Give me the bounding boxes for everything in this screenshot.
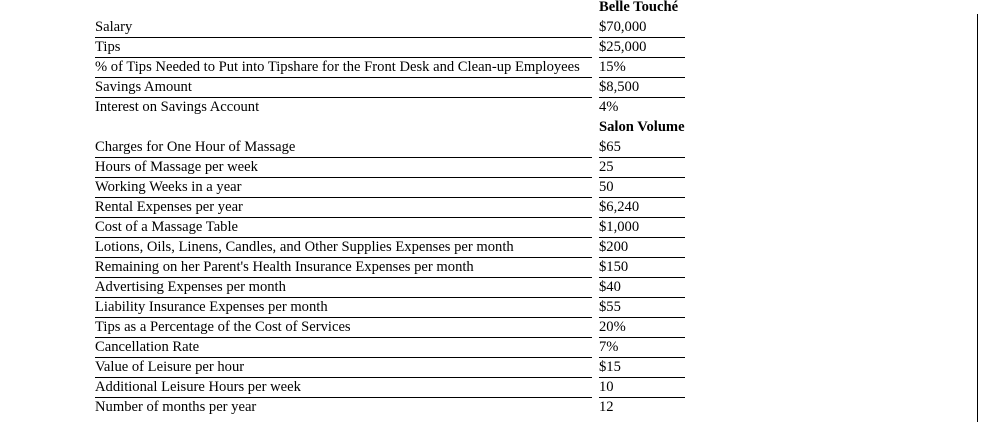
- table-row: % of Tips Needed to Put into Tipshare fo…: [95, 58, 685, 78]
- row-label: Working Weeks in a year: [95, 178, 592, 198]
- table-row: Tips $25,000: [95, 38, 685, 58]
- row-label: Tips: [95, 38, 592, 58]
- section-header-row: Belle Touché: [95, 0, 685, 18]
- row-label: Tips as a Percentage of the Cost of Serv…: [95, 318, 592, 338]
- table-row: Charges for One Hour of Massage $65: [95, 138, 685, 158]
- row-value: $8,500: [599, 78, 685, 98]
- row-label: Number of months per year: [95, 399, 257, 415]
- row-value: $25,000: [599, 38, 685, 58]
- table-row: Working Weeks in a year 50: [95, 178, 685, 198]
- row-value: $40: [599, 278, 685, 298]
- row-label: [95, 0, 592, 18]
- table-row: Cancellation Rate 7%: [95, 338, 685, 358]
- row-label: Cancellation Rate: [95, 338, 592, 358]
- row-value: 12: [599, 399, 614, 415]
- row-value: $65: [599, 138, 685, 158]
- row-label: Hours of Massage per week: [95, 158, 592, 178]
- row-value: $1,000: [599, 218, 685, 238]
- table-row: Hours of Massage per week 25: [95, 158, 685, 178]
- financial-assumptions-table: Belle Touché Salary $70,000 Tips $25,000 % of…: [88, 0, 692, 418]
- table-row: Remaining on her Parent's Health Insuran…: [95, 258, 685, 278]
- page-right-edge-line: [977, 14, 978, 422]
- row-label: Remaining on her Parent's Health Insuran…: [95, 258, 592, 278]
- row-value: 50: [599, 178, 685, 198]
- row-label: Advertising Expenses per month: [95, 278, 592, 298]
- row-label: Value of Leisure per hour: [95, 358, 592, 378]
- row-value: 20%: [599, 318, 685, 338]
- row-label: Additional Leisure Hours per week: [95, 378, 592, 398]
- row-label: Charges for One Hour of Massage: [95, 138, 592, 158]
- row-label: Lotions, Oils, Linens, Candles, and Othe…: [95, 238, 592, 258]
- table-row: Value of Leisure per hour $15: [95, 358, 685, 378]
- row-value: 15%: [599, 58, 685, 78]
- table-row: Cost of a Massage Table $1,000: [95, 218, 685, 238]
- row-label: Interest on Savings Account: [95, 99, 260, 115]
- table-row: Savings Amount $8,500: [95, 78, 685, 98]
- row-value: $200: [599, 238, 685, 258]
- row-value: 4%: [599, 99, 619, 115]
- row-value: $70,000: [599, 18, 685, 38]
- table-row: Liability Insurance Expenses per month $5…: [95, 298, 685, 318]
- row-label: % of Tips Needed to Put into Tipshare fo…: [95, 58, 592, 78]
- row-label: Savings Amount: [95, 78, 592, 98]
- table-row: Interest on Savings Account 4%: [95, 98, 685, 118]
- row-label: Rental Expenses per year: [95, 198, 592, 218]
- row-label: Liability Insurance Expenses per month: [95, 298, 592, 318]
- row-value: $6,240: [599, 198, 685, 218]
- row-label: Salary: [95, 18, 592, 38]
- section-header: Salon Volume: [599, 119, 685, 135]
- table-body: Belle Touché Salary $70,000 Tips $25,000 % of…: [95, 0, 685, 418]
- row-value: 10: [599, 378, 685, 398]
- table-row: Tips as a Percentage of the Cost of Serv…: [95, 318, 685, 338]
- row-value: $55: [599, 298, 685, 318]
- row-label: Cost of a Massage Table: [95, 218, 592, 238]
- section-header-row: Salon Volume: [95, 118, 685, 138]
- row-label: [95, 118, 592, 138]
- row-value: $150: [599, 258, 685, 278]
- table-row: Additional Leisure Hours per week 10: [95, 378, 685, 398]
- row-value: 25: [599, 158, 685, 178]
- row-value: $15: [599, 358, 685, 378]
- section-header: Belle Touché: [599, 0, 679, 15]
- table-row: Lotions, Oils, Linens, Candles, and Othe…: [95, 238, 685, 258]
- table-row: Salary $70,000: [95, 18, 685, 38]
- table-row: Number of months per year 12: [95, 398, 685, 418]
- row-value: 7%: [599, 338, 685, 358]
- table-row: Advertising Expenses per month $40: [95, 278, 685, 298]
- table-row: Rental Expenses per year $6,240: [95, 198, 685, 218]
